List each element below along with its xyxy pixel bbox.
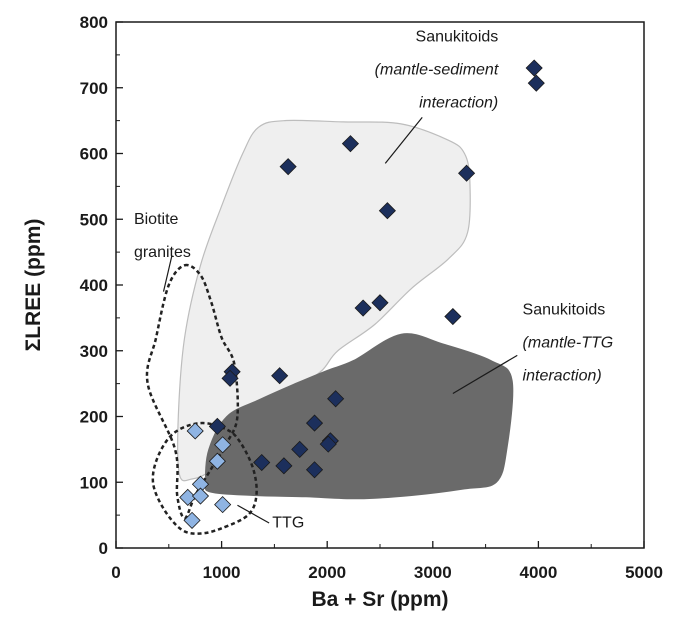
- annotation-label: (mantle-TTG: [523, 335, 614, 352]
- data-point: [214, 436, 232, 454]
- data-point: [208, 452, 226, 470]
- data-point: [341, 135, 359, 153]
- y-tick-label: 600: [80, 145, 108, 164]
- leader-layer: [162, 116, 518, 524]
- y-tick-label: 300: [80, 342, 108, 361]
- annotation-leader-line: [162, 255, 173, 292]
- data-point: [253, 453, 271, 472]
- data-point: [214, 496, 232, 514]
- point-layer: [179, 59, 545, 529]
- data-point: [179, 488, 197, 506]
- data-point: [305, 461, 324, 479]
- data-point: [221, 369, 239, 387]
- annotation-label: granites: [134, 244, 191, 261]
- data-point: [208, 417, 226, 435]
- data-point: [527, 74, 545, 92]
- annotation-layer: Sanukitoids (mantle-sediment interaction) S…: [134, 29, 613, 532]
- y-tick-label: 500: [80, 210, 108, 229]
- data-point: [458, 164, 476, 182]
- data-point: [183, 511, 201, 529]
- data-point: [191, 487, 210, 505]
- x-tick-label: 2000: [308, 563, 346, 582]
- data-point: [305, 414, 324, 432]
- region-sanukitoids-mantle-ttg: [204, 333, 514, 500]
- x-tick-label: 4000: [519, 563, 557, 582]
- annotation-label: interaction): [419, 95, 498, 112]
- annotation-leader-line: [237, 504, 270, 524]
- data-point: [279, 158, 297, 176]
- data-point: [354, 299, 372, 317]
- data-point: [275, 457, 293, 475]
- region-layer: [145, 119, 514, 535]
- data-point: [525, 59, 543, 77]
- data-point: [291, 440, 309, 458]
- annotation-label: interaction): [523, 368, 602, 385]
- data-point: [327, 390, 345, 408]
- data-point: [444, 307, 462, 326]
- y-tick-label: 0: [99, 539, 108, 558]
- data-point: [186, 422, 204, 440]
- region-sanukitoids-mantle-sediment: [177, 119, 471, 482]
- x-axis-title: Ba + Sr (ppm): [311, 588, 448, 611]
- data-point: [378, 202, 396, 220]
- annotation-label: (mantle-sediment: [375, 62, 499, 79]
- annotation-label: Sanukitoids: [523, 302, 606, 319]
- y-tick-label: 700: [80, 79, 108, 98]
- y-tick-label: 400: [80, 276, 108, 295]
- x-tick-label: 1000: [203, 563, 241, 582]
- annotation-leader-line: [452, 354, 518, 395]
- annotation-label: TTG: [272, 515, 304, 532]
- y-axis-title: ΣLREE (ppm): [22, 219, 45, 352]
- y-tick-label: 100: [80, 473, 108, 492]
- x-tick-label: 0: [111, 563, 120, 582]
- region-biotite-granites: [145, 263, 240, 520]
- y-tick-label: 800: [80, 13, 108, 32]
- annotation-label: Sanukitoids: [416, 29, 499, 46]
- tick-layer: 0 1000 2000 3000 4000 5000 0 100 200 300 400 500 600…: [80, 13, 663, 582]
- data-point: [271, 367, 289, 385]
- annotation-leader-line: [384, 116, 423, 164]
- region-ttg: [151, 421, 258, 535]
- data-point: [371, 294, 389, 312]
- x-tick-label: 5000: [625, 563, 663, 582]
- annotation-label: Biotite: [134, 211, 179, 228]
- x-tick-label: 3000: [414, 563, 452, 582]
- y-tick-label: 200: [80, 408, 108, 427]
- data-point: [319, 435, 337, 453]
